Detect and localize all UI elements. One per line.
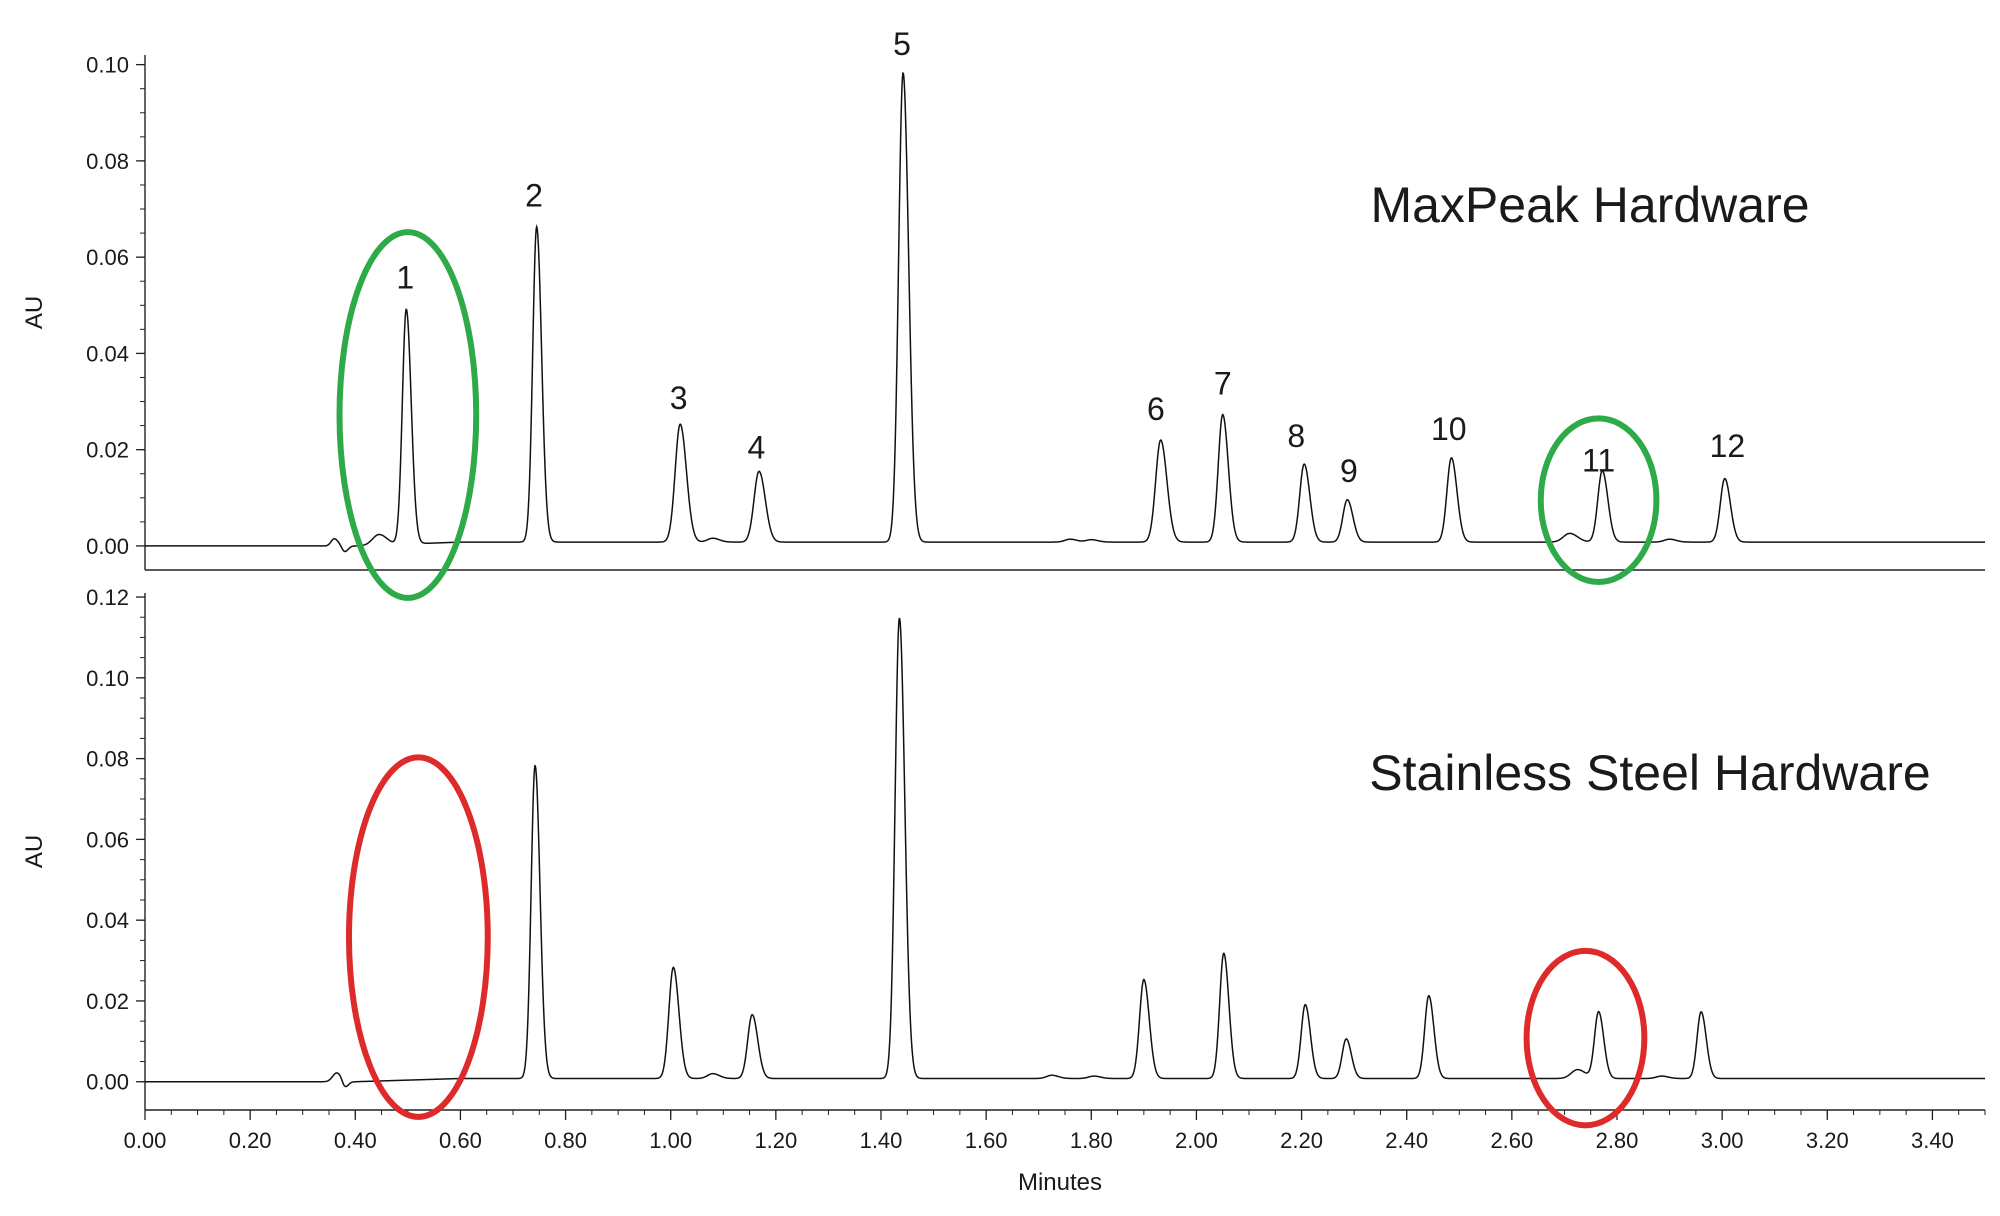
highlight-ellipse: [1523, 947, 1648, 1129]
y-tick-label: 0.06: [86, 827, 129, 852]
peak-label: 2: [525, 178, 543, 214]
x-tick-label: 0.40: [334, 1128, 377, 1153]
stainless-title: Stainless Steel Hardware: [1369, 745, 1930, 801]
x-tick-label: 1.20: [754, 1128, 797, 1153]
stainless-y-axis-label: AU: [21, 835, 48, 868]
maxpeak-title: MaxPeak Hardware: [1370, 177, 1809, 233]
x-tick-label: 0.20: [229, 1128, 272, 1153]
x-tick-label: 2.60: [1490, 1128, 1533, 1153]
peak-label: 11: [1582, 442, 1615, 478]
y-tick-label: 0.10: [86, 666, 129, 691]
maxpeak-panel: MaxPeak Hardware AU 0.00 0.02 0.04 0.06 0.08…: [21, 26, 1985, 601]
peak-label: 12: [1710, 428, 1746, 464]
stainless-panel: Stainless Steel Hardware AU Minutes 0.00…: [21, 585, 1986, 1196]
x-tick-label: 1.60: [965, 1128, 1008, 1153]
x-tick-label: 3.20: [1806, 1128, 1849, 1153]
highlight-ellipse: [345, 754, 491, 1120]
peak-label: 5: [893, 26, 911, 62]
y-tick-label: 0.02: [86, 438, 129, 463]
peak-label: 1: [396, 259, 414, 295]
peak-label: 8: [1287, 418, 1305, 454]
highlight-ellipse: [336, 229, 480, 601]
y-tick-label: 0.04: [86, 908, 129, 933]
x-tick-label: 2.20: [1280, 1128, 1323, 1153]
y-tick-label: 0.08: [86, 149, 129, 174]
peak-label: 9: [1340, 453, 1358, 489]
maxpeak-y-axis-label: AU: [21, 296, 48, 329]
peak-label: 3: [670, 380, 688, 416]
y-tick-label: 0.00: [86, 1070, 129, 1095]
y-tick-label: 0.04: [86, 341, 129, 366]
x-axis-label: Minutes: [1018, 1169, 1102, 1196]
peak-label: 6: [1147, 391, 1165, 427]
x-tick-label: 2.80: [1596, 1128, 1639, 1153]
x-tick-label: 1.40: [860, 1128, 903, 1153]
y-tick-label: 0.06: [86, 245, 129, 270]
chromatogram-trace: [145, 72, 1985, 553]
highlight-ellipse: [1537, 415, 1660, 586]
x-tick-label: 0.00: [124, 1128, 167, 1153]
peak-label: 4: [748, 429, 766, 465]
x-tick-label: 3.00: [1701, 1128, 1744, 1153]
y-tick-label: 0.02: [86, 989, 129, 1014]
x-tick-label: 1.00: [649, 1128, 692, 1153]
x-tick-label: 0.80: [544, 1128, 587, 1153]
x-tick-label: 1.80: [1070, 1128, 1113, 1153]
peak-label: 10: [1431, 411, 1467, 447]
y-tick-label: 0.00: [86, 534, 129, 559]
x-tick-label: 2.00: [1175, 1128, 1218, 1153]
y-tick-label: 0.12: [86, 585, 129, 610]
y-tick-label: 0.08: [86, 747, 129, 772]
x-tick-label: 2.40: [1385, 1128, 1428, 1153]
chromatogram-trace: [145, 617, 1985, 1088]
x-tick-label: 0.60: [439, 1128, 482, 1153]
peak-label: 7: [1214, 365, 1232, 401]
x-tick-label: 3.40: [1911, 1128, 1954, 1153]
y-tick-label: 0.10: [86, 53, 129, 78]
